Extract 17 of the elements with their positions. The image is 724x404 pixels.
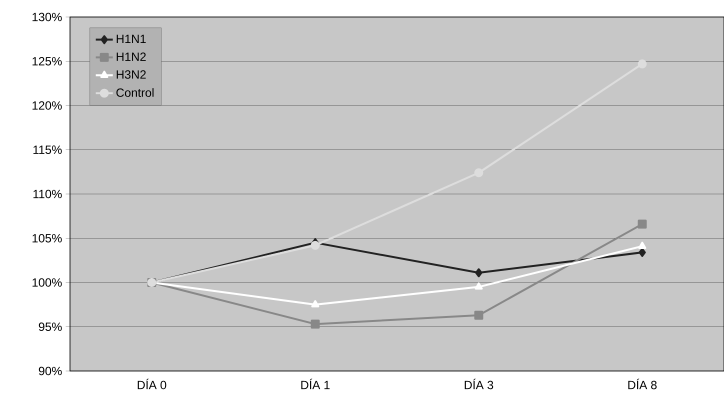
legend-label: Control [116, 88, 154, 97]
y-tick-label: 115% [33, 146, 62, 154]
y-tick-label: 120% [32, 101, 62, 110]
y-tick-label: 90% [38, 366, 62, 376]
y-tick-label: 100% [32, 278, 62, 287]
x-tick-label: DÍA 3 [464, 378, 494, 390]
y-tick-label: 125% [32, 57, 62, 66]
x-tick-label: DÍA 0 [138, 378, 166, 390]
legend-label: H1N1 [116, 34, 146, 44]
y-tick-label: 95% [38, 322, 62, 331]
legend-label: H3N2 [116, 70, 146, 79]
x-tick-label: DÍA 1 [301, 378, 330, 390]
legend-label: H1N2 [116, 52, 146, 61]
y-tick-label: 130% [32, 12, 62, 22]
y-tick-label: 105% [32, 234, 62, 242]
x-tick-label: DÍA 8 [628, 378, 657, 390]
y-tick-label: 110% [33, 190, 62, 198]
